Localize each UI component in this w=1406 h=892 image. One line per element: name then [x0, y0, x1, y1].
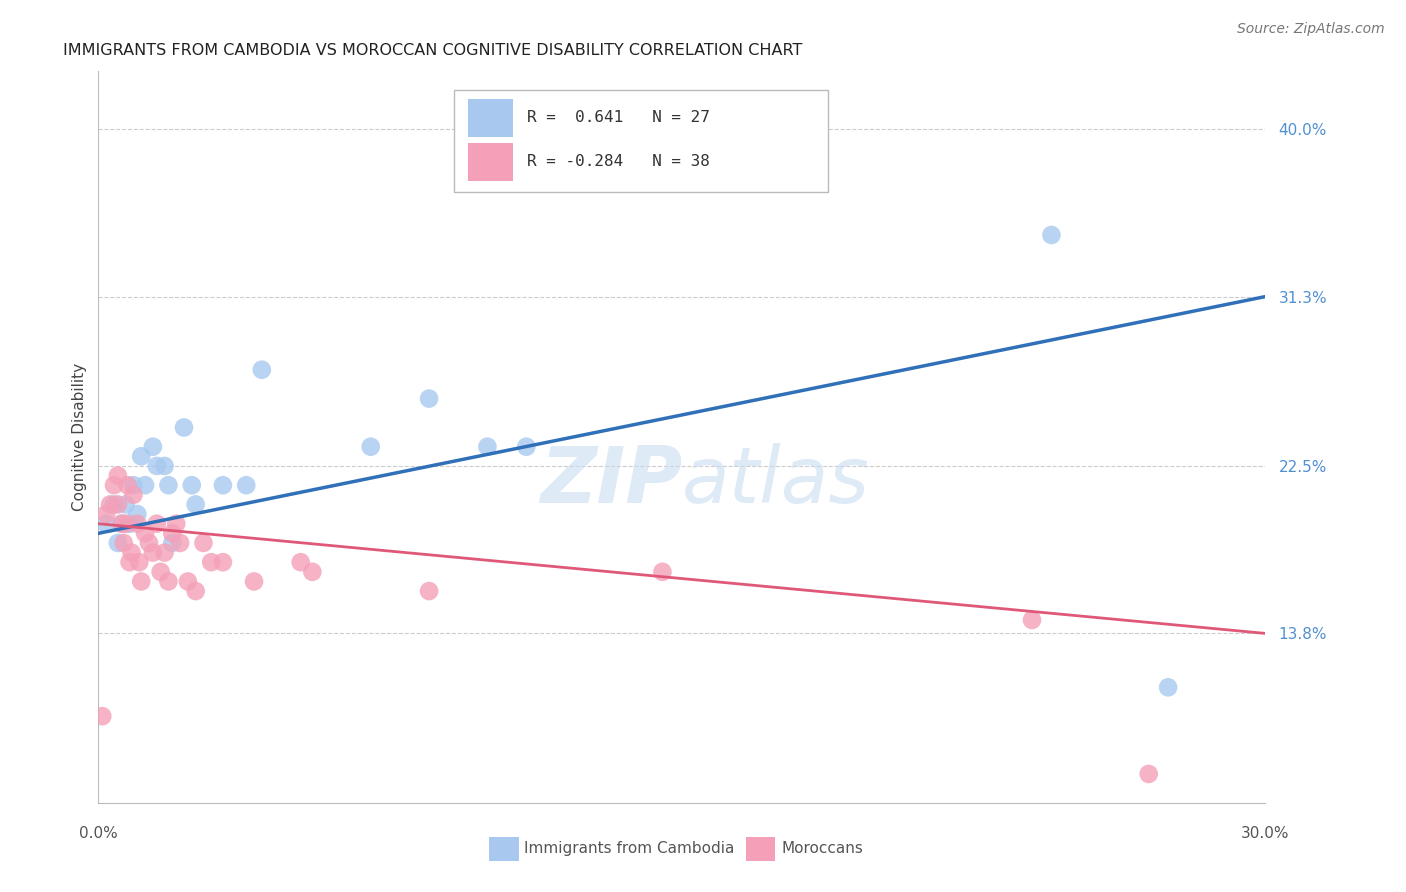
Point [129, 450, 152, 464]
Point [127, 516, 149, 531]
Point [111, 516, 134, 531]
Point [142, 545, 165, 559]
Point [107, 536, 129, 550]
Text: 0.0%: 0.0% [79, 826, 118, 841]
Point [162, 526, 184, 541]
Point [103, 478, 125, 492]
Point [98, 498, 121, 512]
Point [128, 555, 150, 569]
Point [107, 468, 129, 483]
Text: ZIP: ZIP [540, 443, 682, 519]
Point [122, 478, 145, 492]
Text: R =  0.641   N = 27: R = 0.641 N = 27 [527, 110, 710, 125]
FancyBboxPatch shape [468, 143, 513, 181]
Point [193, 536, 215, 550]
Point [477, 440, 499, 454]
Text: atlas: atlas [682, 443, 870, 519]
Text: Source: ZipAtlas.com: Source: ZipAtlas.com [1237, 22, 1385, 37]
Point [301, 565, 323, 579]
Point [127, 507, 149, 521]
FancyBboxPatch shape [454, 90, 828, 192]
Point [1021, 613, 1043, 627]
Point [418, 392, 440, 406]
Point [134, 478, 156, 492]
Point [200, 555, 222, 569]
Point [177, 574, 200, 589]
Point [157, 574, 180, 589]
Point [96, 516, 118, 531]
Point [184, 498, 207, 512]
Point [91, 709, 114, 723]
Point [142, 440, 165, 454]
Point [114, 498, 136, 512]
Point [235, 478, 257, 492]
Point [184, 584, 207, 599]
Point [146, 458, 169, 473]
Point [146, 516, 169, 531]
Point [243, 574, 266, 589]
Point [418, 584, 440, 599]
Point [162, 536, 184, 550]
Point [103, 498, 125, 512]
Point [169, 536, 191, 550]
Point [1157, 681, 1180, 695]
Point [117, 478, 139, 492]
Point [173, 420, 195, 434]
Point [111, 516, 134, 531]
Point [153, 545, 176, 559]
Point [112, 536, 135, 550]
Y-axis label: Cognitive Disability: Cognitive Disability [72, 363, 87, 511]
Point [114, 516, 136, 531]
Text: R = -0.284   N = 38: R = -0.284 N = 38 [527, 153, 710, 169]
Point [1137, 767, 1160, 781]
Point [165, 516, 187, 531]
FancyBboxPatch shape [747, 838, 775, 862]
Point [118, 555, 141, 569]
Text: 30.0%: 30.0% [1241, 826, 1289, 841]
Text: Immigrants from Cambodia: Immigrants from Cambodia [524, 841, 735, 856]
Point [138, 536, 160, 550]
Point [149, 565, 172, 579]
Point [134, 526, 156, 541]
Point [121, 545, 143, 559]
Point [360, 440, 382, 454]
Point [157, 478, 180, 492]
Point [96, 507, 118, 521]
FancyBboxPatch shape [489, 838, 519, 862]
Point [107, 498, 129, 512]
Point [180, 478, 202, 492]
Point [651, 565, 673, 579]
Point [1040, 227, 1063, 242]
Point [212, 555, 235, 569]
Point [118, 516, 141, 531]
Point [290, 555, 312, 569]
Point [250, 362, 273, 376]
Text: Moroccans: Moroccans [782, 841, 863, 856]
Text: IMMIGRANTS FROM CAMBODIA VS MOROCCAN COGNITIVE DISABILITY CORRELATION CHART: IMMIGRANTS FROM CAMBODIA VS MOROCCAN COG… [63, 43, 803, 58]
Point [515, 440, 537, 454]
Point [153, 458, 176, 473]
Point [212, 478, 235, 492]
Point [122, 488, 145, 502]
Point [129, 574, 152, 589]
FancyBboxPatch shape [468, 99, 513, 137]
